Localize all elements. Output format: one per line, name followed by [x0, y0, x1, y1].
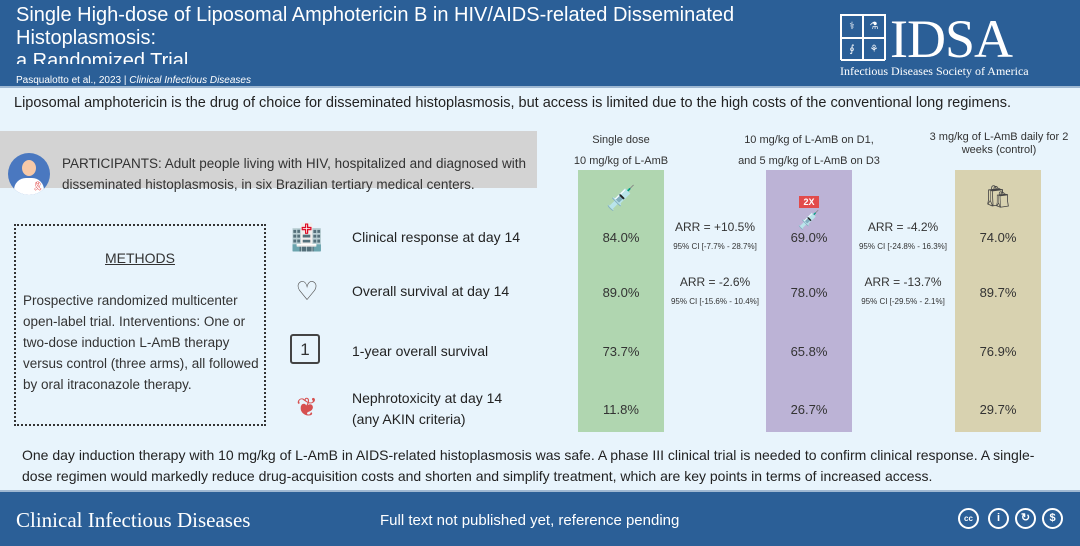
- outcome-label: Overall survival at day 14: [352, 283, 510, 299]
- outcome-label: 1-year overall survival: [352, 343, 489, 359]
- arm-header: 3 mg/kg of L-AmB daily for 2 weeks (contr…: [920, 131, 1078, 157]
- syringe-2x-icon: 2X 💉: [797, 196, 821, 230]
- ci-value: 95% CI [-24.8% - 16.3%]: [858, 242, 948, 251]
- arr-value: ARR = +10.5%: [674, 220, 756, 234]
- intro-text: Liposomal amphotericin is the drug of ch…: [14, 95, 1012, 111]
- outcome-label: Clinical response at day 14: [352, 229, 521, 245]
- conclusion-text: One day induction therapy with 10 mg/kg …: [22, 447, 1035, 484]
- logo-subtitle: Infectious Diseases Society of America: [840, 64, 1029, 78]
- arm-value: 76.9%: [979, 344, 1017, 359]
- ci-value: 95% CI [-7.7% - 28.7%]: [673, 242, 757, 251]
- header: Single High-dose of Liposomal Amphoteric…: [0, 0, 1080, 88]
- ci-value: 95% CI [-29.5% - 2.1%]: [861, 297, 945, 306]
- arm-value: 65.8%: [790, 344, 828, 359]
- arm-column-single-dose: 💉 84.0% 89.0% 73.7% 11.8%: [578, 170, 664, 432]
- nc-icon: $: [1042, 508, 1063, 529]
- comparison: ARR = -4.2% 95% CI [-24.8% - 16.3%]: [843, 220, 963, 251]
- footer-journal: Clinical Infectious Diseases: [16, 508, 251, 532]
- methods-text: Prospective randomized multicenter open-…: [23, 293, 259, 392]
- arm-header-line: and 5 mg/kg of L-AmB on D3: [738, 155, 880, 167]
- title-line: Single High-dose of Liposomal Amphoteric…: [16, 4, 735, 26]
- logo-text: IDSA: [890, 9, 1013, 69]
- outcome-label-line: (any AKIN criteria): [352, 411, 466, 427]
- dose-badge: 2X: [799, 196, 819, 208]
- heart-pulse-icon: ♡: [295, 276, 319, 306]
- footer-note: Full text not published yet, reference p…: [380, 512, 680, 529]
- footer: Clinical Infectious Diseases Full text n…: [0, 490, 1080, 546]
- arm-header: Single dose 10 mg/kg of L-AmB: [560, 130, 682, 172]
- arm-header-line: weeks (control): [961, 144, 1037, 156]
- sa-icon: ↻: [1015, 508, 1036, 529]
- citation: Pasqualotto et al., 2023 | Clinical Infe…: [16, 75, 251, 86]
- page-title: Single High-dose of Liposomal Amphoteric…: [16, 4, 776, 64]
- comparison: ARR = -13.7% 95% CI [-29.5% - 2.1%]: [843, 275, 963, 306]
- title-line: a Randomized Trial: [16, 50, 189, 64]
- arr-value: ARR = -2.6%: [679, 275, 751, 289]
- arm-column-two-dose: 2X 💉 69.0% 78.0% 65.8% 26.7%: [766, 170, 852, 432]
- journal-name: Clinical Infectious Diseases: [129, 75, 251, 86]
- arm-value: 78.0%: [790, 285, 828, 300]
- calendar-icon: 1: [290, 334, 320, 364]
- comparison: ARR = +10.5% 95% CI [-7.7% - 28.7%]: [655, 220, 775, 251]
- logo-emblem-icon: ⚕ ⚗ ∮ ⚘: [840, 14, 886, 61]
- arm-value: 73.7%: [602, 344, 640, 359]
- arm-value: 84.0%: [602, 230, 640, 245]
- methods-title: METHODS: [105, 250, 175, 266]
- arm-value: 29.7%: [979, 402, 1017, 417]
- title-line: Histoplasmosis:: [16, 27, 157, 49]
- outcome-label-line: Nephrotoxicity at day 14: [352, 390, 503, 406]
- arr-value: ARR = -4.2%: [867, 220, 939, 234]
- hospital-icon: 🏥: [290, 222, 324, 252]
- arm-header: 10 mg/kg of L-AmB on D1, and 5 mg/kg of L…: [725, 130, 893, 172]
- ci-value: 95% CI [-15.6% - 10.4%]: [670, 297, 760, 306]
- by-icon: i: [988, 508, 1009, 529]
- arm-column-control: 🛍 74.0% 89.7% 76.9% 29.7%: [955, 170, 1041, 432]
- arm-header-line: 10 mg/kg of L-AmB on D1,: [744, 134, 874, 146]
- arm-header-line: 10 mg/kg of L-AmB: [573, 155, 669, 167]
- iv-bag-icon: 🛍: [984, 184, 1012, 209]
- arm-value: 74.0%: [979, 230, 1017, 245]
- participants-text: PARTICIPANTS: Adult people living with H…: [62, 156, 527, 192]
- arm-value: 11.8%: [603, 402, 639, 417]
- arm-value: 89.0%: [602, 285, 640, 300]
- outcome-label: Nephrotoxicity at day 14 (any AKIN criter…: [352, 388, 502, 430]
- patient-avatar-icon: 🎗: [8, 153, 50, 195]
- authors: Pasqualotto et al., 2023 |: [16, 75, 127, 86]
- arm-value: 26.7%: [790, 402, 828, 417]
- kidney-icon: ❦: [296, 392, 318, 422]
- comparison: ARR = -2.6% 95% CI [-15.6% - 10.4%]: [655, 275, 775, 306]
- participants-box: 🎗: [0, 131, 537, 195]
- arm-value: 69.0%: [790, 230, 828, 245]
- arm-value: 89.7%: [979, 285, 1017, 300]
- cc-icon: cc: [958, 508, 979, 529]
- arm-header-line: Single dose: [592, 134, 650, 146]
- methods-box: METHODS Prospective randomized multicent…: [14, 224, 266, 426]
- arm-header-line: 3 mg/kg of L-AmB daily for 2: [929, 131, 1069, 143]
- syringe-icon: 💉: [606, 185, 636, 212]
- arr-value: ARR = -13.7%: [864, 275, 942, 289]
